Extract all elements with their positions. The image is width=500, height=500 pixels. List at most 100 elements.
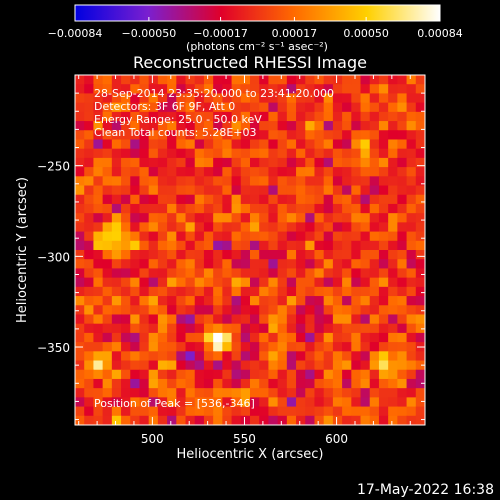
heatmap-cell	[148, 194, 159, 205]
heatmap-cell	[332, 111, 343, 122]
heatmap-cell	[332, 130, 343, 141]
heatmap-cell	[203, 121, 214, 131]
heatmap-cell	[130, 213, 141, 223]
heatmap-cell	[277, 111, 288, 122]
heatmap-cell	[305, 286, 316, 297]
heatmap-cell	[121, 332, 131, 343]
heatmap-cell	[231, 139, 242, 150]
heatmap-cell	[342, 111, 352, 122]
heatmap-cell	[231, 351, 242, 362]
heatmap-cell	[268, 378, 279, 389]
heatmap-cell	[167, 397, 177, 408]
heatmap-cell	[222, 148, 233, 159]
heatmap-cell	[314, 148, 325, 159]
heatmap-cell	[314, 222, 325, 233]
heatmap-cell	[369, 323, 380, 334]
heatmap-cell	[342, 415, 352, 425]
heatmap-cell	[323, 167, 334, 177]
peak-position-label: Position of Peak = [536,-346]	[94, 397, 255, 410]
heatmap-cell	[176, 213, 187, 223]
heatmap-cell	[332, 185, 343, 196]
heatmap-cell	[360, 323, 371, 334]
heatmap-cell	[194, 93, 205, 104]
heatmap-cell	[75, 167, 85, 177]
heatmap-cell	[222, 157, 233, 168]
heatmap-cell	[268, 332, 279, 343]
heatmap-cell	[360, 213, 371, 223]
heatmap-cell	[378, 305, 389, 316]
heatmap-cell	[148, 351, 159, 362]
heatmap-cell	[231, 185, 242, 196]
heatmap-cell	[351, 342, 362, 352]
heatmap-cell	[240, 397, 251, 408]
heatmap-cell	[323, 277, 334, 288]
heatmap-cell	[259, 231, 270, 242]
heatmap-cell	[259, 351, 270, 362]
heatmap-cell	[415, 111, 425, 122]
heatmap-cell	[406, 332, 417, 343]
heatmap-cell	[121, 213, 131, 223]
heatmap-cell	[332, 75, 343, 85]
heatmap-cell	[157, 111, 168, 122]
heatmap-cell	[213, 250, 223, 260]
heatmap-cell	[203, 351, 214, 362]
heatmap-cell	[250, 296, 260, 306]
heatmap-cell	[148, 148, 159, 159]
heatmap-cell	[388, 369, 398, 380]
heatmap-cell	[351, 222, 362, 233]
heatmap-cell	[176, 378, 187, 389]
heatmap-cell	[259, 194, 270, 205]
heatmap-cell	[360, 176, 371, 187]
heatmap-cell	[323, 406, 334, 417]
heatmap-cell	[323, 93, 334, 104]
heatmap-cell	[167, 84, 177, 95]
heatmap-cell	[314, 139, 325, 150]
heatmap-cell	[167, 296, 177, 306]
heatmap-cell	[102, 185, 113, 196]
heatmap-cell	[167, 203, 177, 214]
heatmap-cell	[406, 342, 417, 352]
heatmap-cell	[314, 231, 325, 242]
heatmap-cell	[286, 397, 297, 408]
heatmap-cell	[415, 203, 425, 214]
heatmap-cell	[259, 75, 270, 85]
heatmap-cell	[250, 93, 260, 104]
heatmap-cell	[75, 139, 85, 150]
heatmap-cell	[286, 360, 297, 371]
heatmap-cell	[268, 157, 279, 168]
heatmap-cell	[369, 84, 380, 95]
heatmap-cell	[121, 139, 131, 150]
heatmap-cell	[286, 231, 297, 242]
heatmap-cell	[286, 130, 297, 141]
heatmap-cell	[231, 286, 242, 297]
heatmap-cell	[342, 369, 352, 380]
heatmap-cell	[157, 203, 168, 214]
heatmap-cell	[305, 102, 316, 113]
heatmap-cell	[93, 111, 104, 122]
heatmap-cell	[148, 268, 159, 279]
heatmap-cell	[332, 139, 343, 150]
heatmap-cell	[203, 296, 214, 306]
heatmap-cell	[222, 130, 233, 141]
heatmap-cell	[111, 194, 122, 205]
heatmap-cell	[157, 277, 168, 288]
heatmap-cell	[121, 84, 131, 95]
heatmap-cell	[250, 415, 260, 425]
heatmap-cell	[378, 121, 389, 131]
heatmap-cell	[231, 130, 242, 141]
heatmap-cell	[75, 268, 85, 279]
heatmap-cell	[259, 111, 270, 122]
heatmap-cell	[369, 75, 380, 85]
heatmap-cell	[213, 130, 223, 141]
heatmap-cell	[139, 121, 150, 131]
heatmap-cell	[259, 102, 270, 113]
heatmap-cell	[369, 240, 380, 251]
heatmap-cell	[176, 277, 187, 288]
heatmap-cell	[157, 351, 168, 362]
heatmap-cell	[240, 332, 251, 343]
heatmap-cell	[194, 378, 205, 389]
heatmap-cell	[351, 167, 362, 177]
heatmap-cell	[250, 194, 260, 205]
heatmap-cell	[397, 415, 408, 425]
heatmap-cell	[250, 231, 260, 242]
